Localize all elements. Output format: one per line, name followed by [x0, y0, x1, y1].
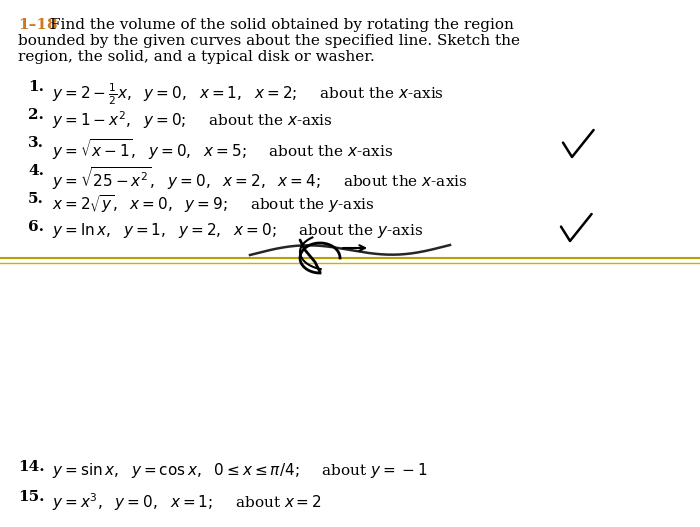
Text: $y = x^3,\ \ y = 0,\ \ x = 1;\ \ $  about $x = 2$: $y = x^3,\ \ y = 0,\ \ x = 1;\ \ $ about… — [52, 491, 322, 513]
Text: 1–18: 1–18 — [18, 18, 57, 32]
Text: 14.: 14. — [18, 460, 45, 474]
Text: 3.: 3. — [28, 136, 44, 150]
Text: 5.: 5. — [28, 192, 44, 206]
Text: 2.: 2. — [28, 108, 44, 122]
Text: Find the volume of the solid obtained by rotating the region: Find the volume of the solid obtained by… — [50, 18, 514, 32]
Text: 4.: 4. — [28, 164, 44, 178]
Text: $y = \sqrt{25 - x^2},\ \ y = 0,\ \ x = 2,\ \ x = 4;\ \ $  about the $x$-axis: $y = \sqrt{25 - x^2},\ \ y = 0,\ \ x = 2… — [52, 165, 468, 192]
Text: $y = \sin x,\ \ y = \cos x,\ \ 0 \leq x \leq \pi/4;\ \ $  about $y = -1$: $y = \sin x,\ \ y = \cos x,\ \ 0 \leq x … — [52, 461, 427, 480]
Text: $y = \ln x,\ \ y = 1,\ \ y = 2,\ \ x = 0;\ \ $  about the $y$-axis: $y = \ln x,\ \ y = 1,\ \ y = 2,\ \ x = 0… — [52, 221, 423, 240]
Text: 6.: 6. — [28, 220, 44, 234]
Text: $y = 2 - \frac{1}{2}x,\ \ y = 0,\ \ x = 1,\ \ x = 2;\ \ $  about the $x$-axis: $y = 2 - \frac{1}{2}x,\ \ y = 0,\ \ x = … — [52, 81, 444, 106]
Text: 15.: 15. — [18, 490, 45, 504]
Text: $x = 2\sqrt{y},\ \ x = 0,\ \ y = 9;\ \ $  about the $y$-axis: $x = 2\sqrt{y},\ \ x = 0,\ \ y = 9;\ \ $… — [52, 193, 374, 215]
Text: $y = \sqrt{x-1},\ \ y = 0,\ \ x = 5;\ \ $  about the $x$-axis: $y = \sqrt{x-1},\ \ y = 0,\ \ x = 5;\ \ … — [52, 137, 393, 162]
Text: bounded by the given curves about the specified line. Sketch the: bounded by the given curves about the sp… — [18, 34, 520, 48]
Text: region, the solid, and a typical disk or washer.: region, the solid, and a typical disk or… — [18, 50, 374, 64]
Text: $y = 1 - x^2,\ \ y = 0;\ \ $  about the $x$-axis: $y = 1 - x^2,\ \ y = 0;\ \ $ about the $… — [52, 109, 332, 131]
Text: 1.: 1. — [28, 80, 44, 94]
